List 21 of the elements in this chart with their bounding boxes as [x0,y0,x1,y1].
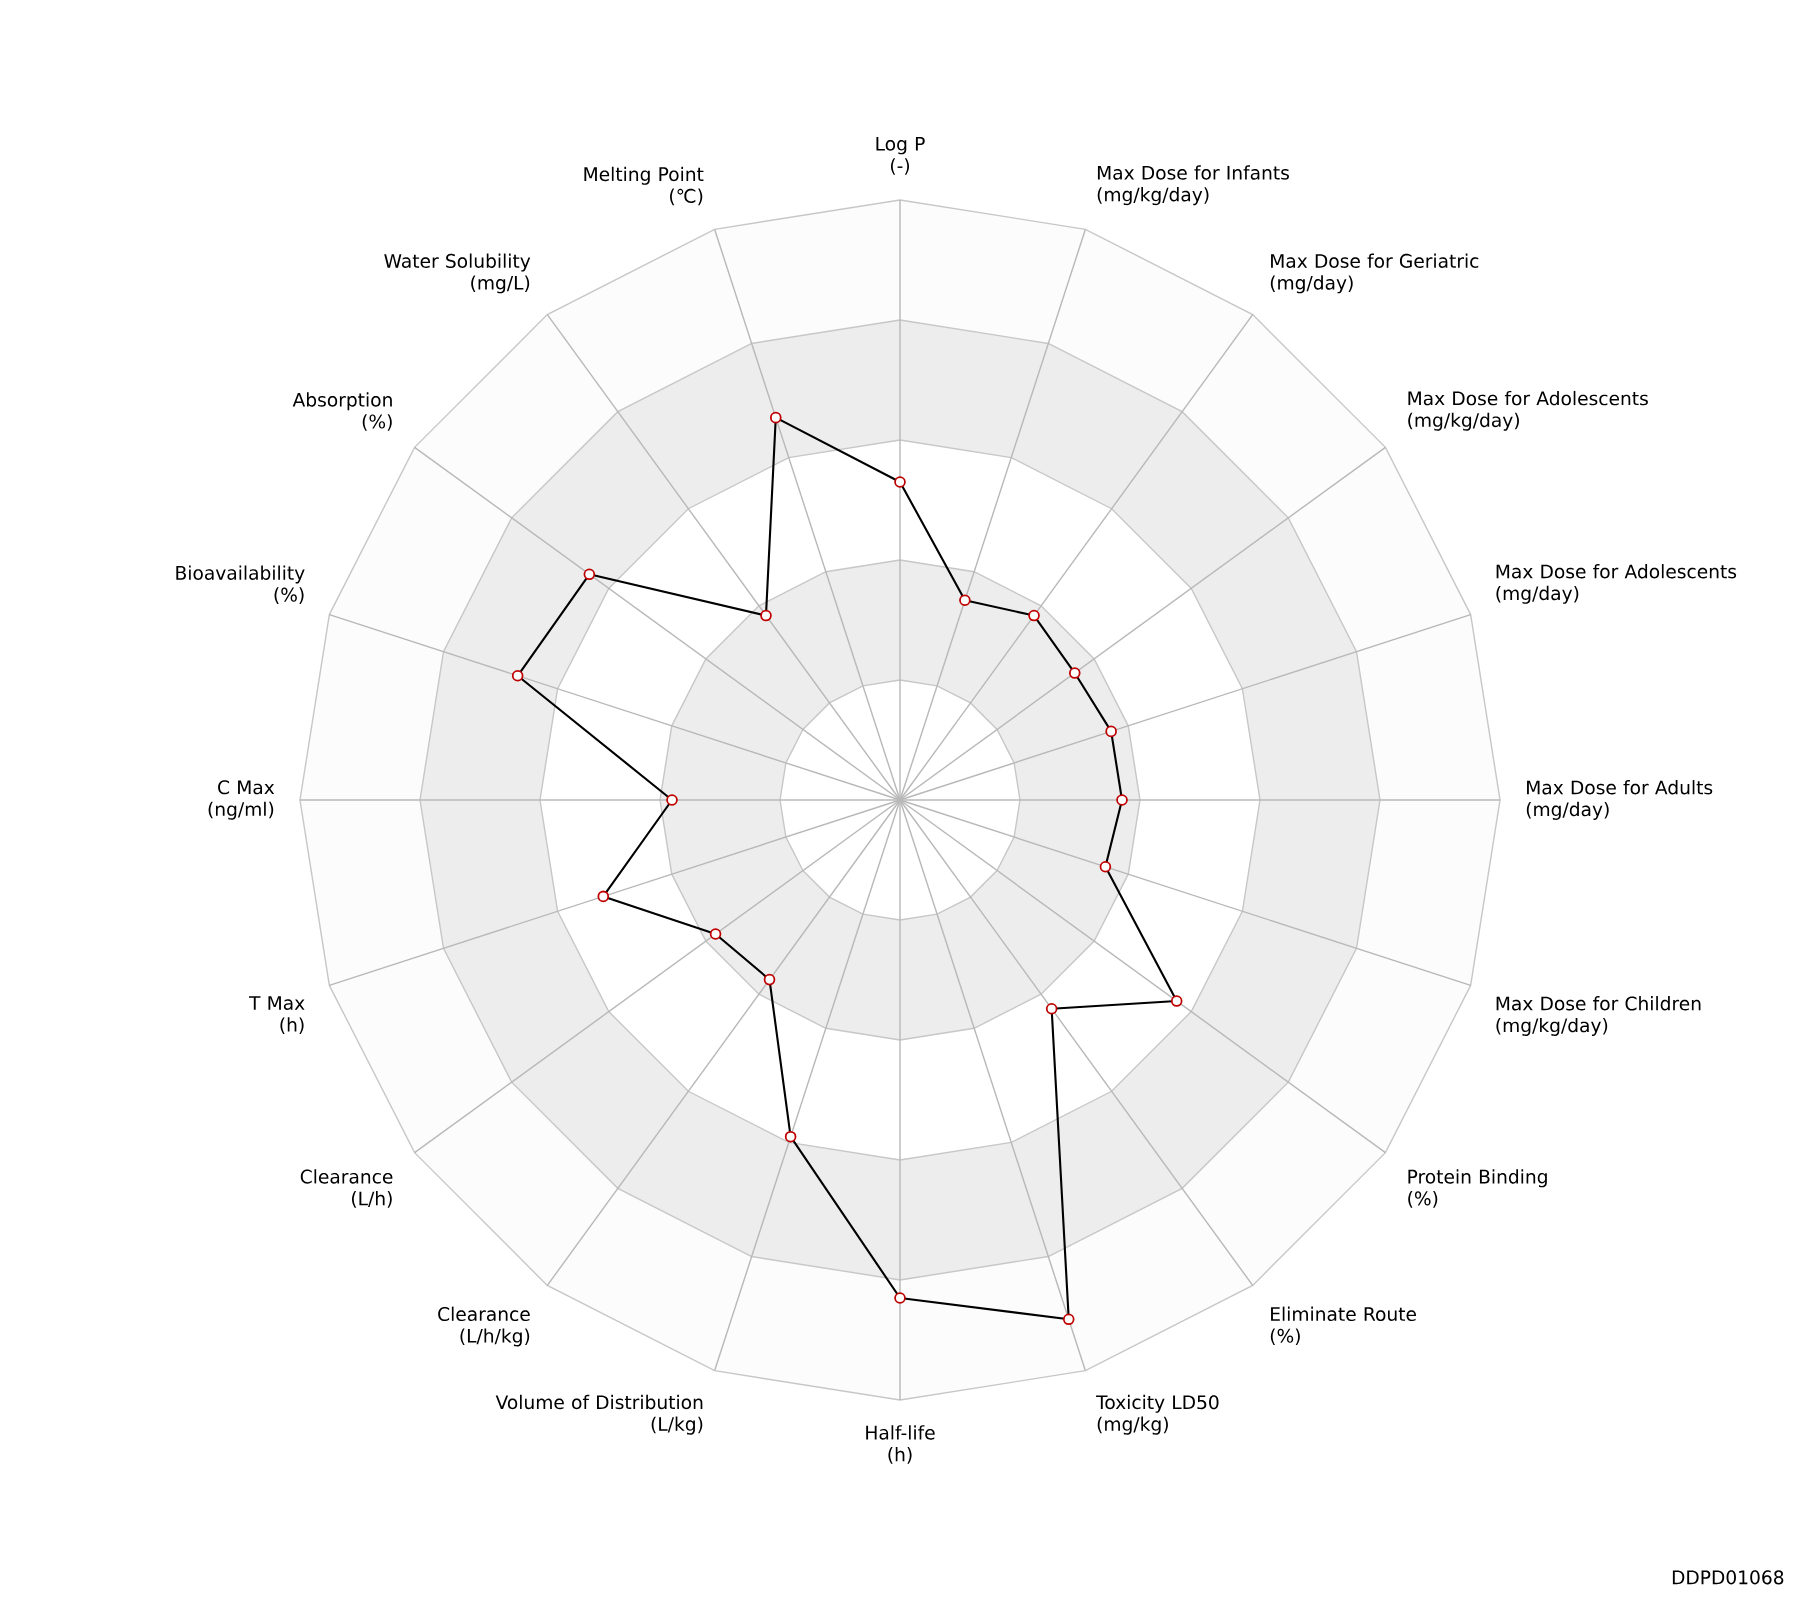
spoke-label: Max Dose for Children (mg/kg/day) [1496,996,1701,1036]
spoke-label: Half-life (h) [866,1425,935,1464]
spoke-label: Eliminate Route (%) [1270,1306,1416,1346]
spoke-label: Water Solubility (mg/L) [384,253,531,294]
spoke-label: Volume of Distribution (L/kg) [495,1394,703,1435]
spoke-label: C Max (ng/ml) [208,780,275,820]
spoke-label: T Max (h) [249,996,305,1034]
spoke-label: Melting Point (℃) [584,166,704,206]
spoke-label: Clearance (L/h) [300,1169,393,1208]
spoke-label: Absorption (%) [292,392,392,431]
spoke-label: Max Dose for Adolescents (mg/day) [1496,564,1737,604]
spoke-label: Toxicity LD50 (mg/kg) [1096,1394,1219,1435]
spoke-label: Protein Binding (%) [1408,1169,1547,1208]
spoke-label: Max Dose for Infants (mg/kg/day) [1097,165,1289,206]
spoke-label: Max Dose for Geriatric (mg/day) [1270,253,1479,294]
spoke-label: Log P (-) [876,136,925,175]
spoke-label: Max Dose for Adolescents (mg/kg/day) [1408,390,1648,431]
spoke-label: Max Dose for Adults (mg/day) [1526,780,1713,820]
spoke-label: Bioavailability (%) [176,565,305,604]
spoke-label: Clearance (L/h/kg) [438,1306,530,1347]
text: DDPD01068 [1672,1570,1784,1585]
